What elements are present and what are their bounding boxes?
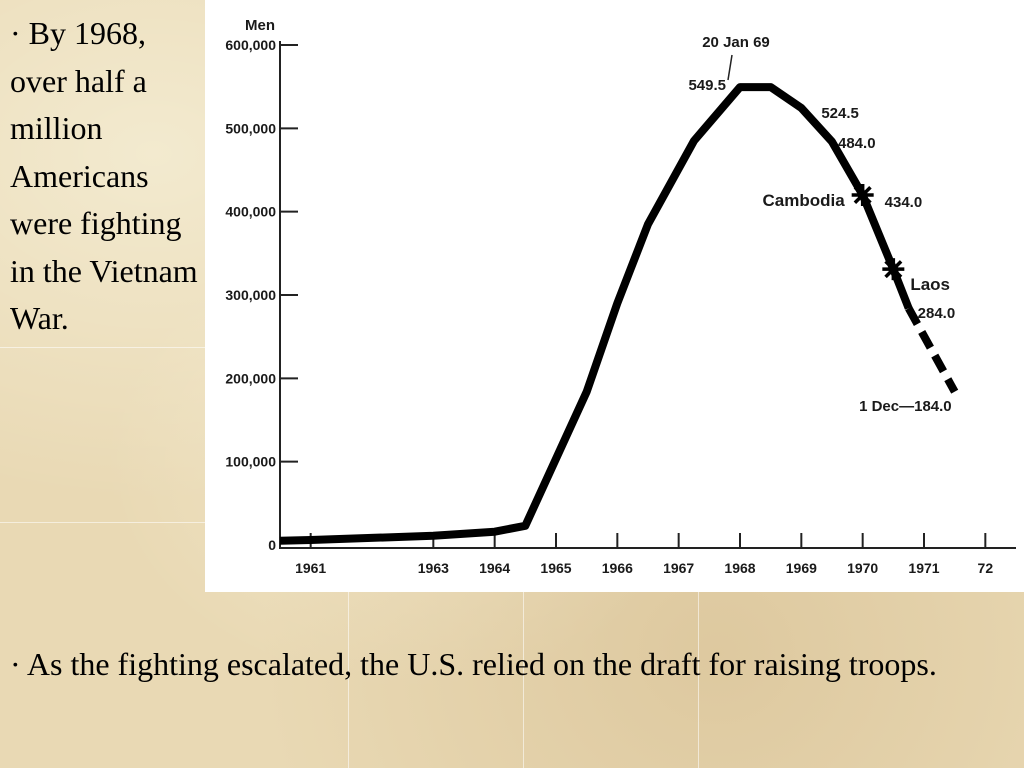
troop-line-dashed	[905, 306, 959, 394]
side-bullet-text: · By 1968, over half a million Americans…	[10, 15, 198, 336]
x-tick-label: 1965	[540, 560, 571, 576]
x-tick-label: 1968	[724, 560, 755, 576]
x-tick-label: 1969	[786, 560, 817, 576]
y-tick-label: 300,000	[225, 287, 276, 303]
x-tick-label: 1971	[908, 560, 939, 576]
y-tick-label: 600,000	[225, 37, 276, 53]
y-tick-label: 200,000	[225, 370, 276, 386]
x-tick-label: 1967	[663, 560, 694, 576]
troop-line	[279, 83, 913, 545]
tile-seam	[348, 592, 349, 768]
annotation-peak-date: 20 Jan 69	[702, 34, 770, 51]
annotation-434: 434.0	[885, 194, 923, 211]
y-tick-label: 400,000	[225, 204, 276, 220]
event-marker-laos	[882, 258, 905, 281]
tile-seam	[0, 347, 205, 348]
x-tick-label: 1964	[479, 560, 510, 576]
annotation-leader	[727, 54, 733, 81]
troop-chart: Men 0 100,000 200,000 300,000 400,000 500,000 6…	[225, 17, 1016, 576]
annotation-524: 524.5	[821, 105, 859, 122]
y-tick-label: 500,000	[225, 120, 276, 136]
tile-seam	[0, 522, 205, 523]
y-tick-label: 100,000	[225, 454, 276, 470]
x-tick-label: 72	[978, 560, 994, 576]
tile-seam	[523, 592, 524, 768]
x-tick-label: 1966	[602, 560, 633, 576]
event-marker-cambodia	[851, 184, 874, 206]
y-tick-label: 0	[268, 537, 276, 553]
annotation-laos: Laos	[910, 275, 950, 294]
x-tick-label: 1970	[847, 560, 878, 576]
annotation-cambodia: Cambodia	[762, 191, 845, 210]
annotation-484: 484.0	[838, 135, 876, 152]
annotation-final: 1 Dec—184.0	[859, 398, 952, 415]
troop-chart-panel: Men 0 100,000 200,000 300,000 400,000 500,000 6…	[205, 0, 1024, 592]
bottom-bullet-text: · As the fighting escalated, the U.S. re…	[10, 646, 937, 682]
annotation-peak-value: 549.5	[688, 77, 726, 94]
tile-seam	[698, 592, 699, 768]
x-tick-label: 1961	[295, 560, 326, 576]
x-tick-label: 1963	[418, 560, 449, 576]
y-axis-label: Men	[245, 17, 275, 34]
annotation-284: 284.0	[918, 305, 956, 322]
